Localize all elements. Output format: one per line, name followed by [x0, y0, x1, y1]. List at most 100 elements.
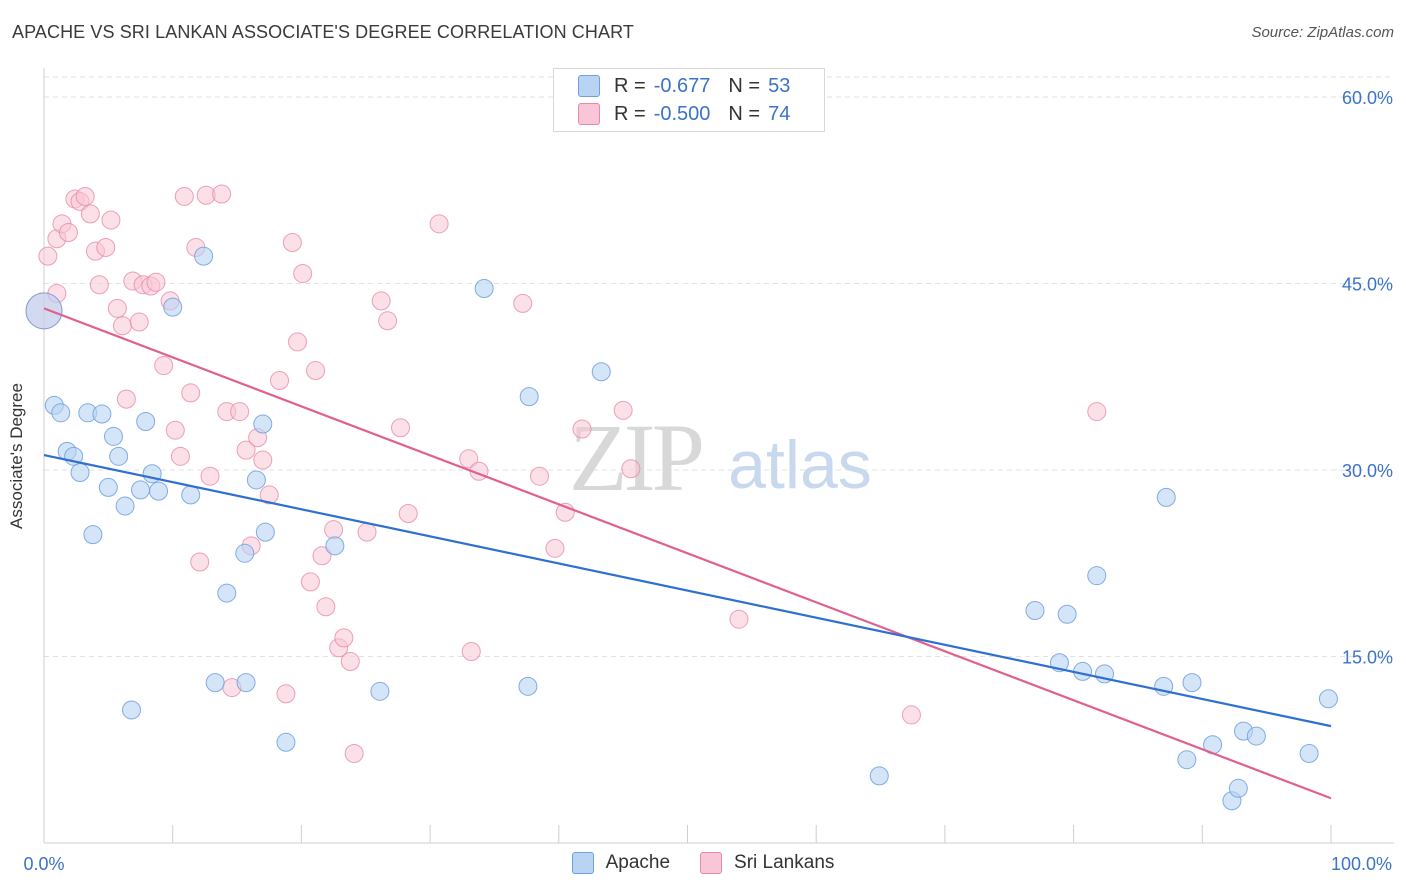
sri-lankans-point [334, 628, 354, 648]
sri-lankans-point [259, 485, 279, 505]
sri-lankans-point [572, 419, 592, 439]
sri-lankans-point [621, 459, 641, 479]
sri-lankans-swatch [578, 103, 600, 125]
apache-point [591, 362, 611, 382]
y-tick-label: 60.0% [1342, 88, 1393, 108]
legend-sri-lankans-label: Sri Lankans [734, 852, 835, 873]
apache-point [246, 470, 266, 490]
apache-points [25, 246, 1338, 811]
sri-lankans-point [344, 743, 364, 763]
sri-lankans-point [89, 275, 109, 295]
sri-lankans-point [282, 232, 302, 252]
apache-point [325, 536, 345, 556]
apache-point [92, 404, 112, 424]
sri-lankans-point [236, 440, 256, 460]
sri-lankans-point [113, 316, 133, 336]
source-label: Source: ZipAtlas.com [1251, 24, 1394, 41]
apache-point [136, 412, 156, 432]
apache-point [370, 681, 390, 701]
sri-lankans-point [513, 293, 533, 313]
grid-lines [44, 76, 1394, 657]
apache-point [1299, 743, 1319, 763]
sri-lankans-point [75, 186, 95, 206]
apache-point [519, 387, 539, 407]
tick-labels: 15.0% 30.0% 45.0% 60.0% 0.0% 100.0% [23, 88, 1393, 874]
sri-lankans-point [1087, 402, 1107, 422]
legend-item-sri-lankans[interactable]: Sri Lankans [700, 852, 834, 874]
apache-swatch [571, 852, 594, 874]
sri-lankans-point [146, 272, 166, 292]
sri-lankans-point [300, 572, 320, 592]
apache-point [236, 673, 256, 693]
apache-point [163, 297, 183, 317]
sri-lankans-point [390, 418, 410, 438]
sri-lankans-point [38, 246, 58, 266]
sri-lankans-point [459, 449, 479, 469]
apache-swatch [578, 75, 600, 97]
chart-title: APACHE VS SRI LANKAN ASSOCIATE'S DEGREE … [12, 22, 634, 42]
sri-lankans-point [129, 312, 149, 332]
sri-lankans-point [545, 538, 565, 558]
watermark-atlas: atlas [728, 427, 872, 503]
sri-lankans-point [101, 210, 121, 230]
sri-lankans-point [253, 450, 273, 470]
correlation-legend: R = -0.677 N = 53 R = -0.500 N = 74 [553, 68, 825, 132]
apache-point [109, 446, 129, 466]
legend-row-apache: R = -0.677 N = 53 [578, 73, 790, 99]
watermark: ZIP atlas [569, 404, 872, 511]
legend-r-label: R = [614, 74, 646, 97]
sri-lankans-point [357, 522, 377, 542]
sri-lankans-point [96, 237, 116, 257]
y-tick-label: 15.0% [1342, 648, 1393, 668]
legend-n-label: N = [728, 102, 761, 125]
legend-item-apache[interactable]: Apache [571, 852, 670, 874]
legend-sri-r: -0.500 [653, 102, 711, 125]
apache-point [255, 522, 275, 542]
sri-lankans-point [174, 186, 194, 206]
sri-lankans-points [25, 184, 1107, 763]
sri-lankans-point [165, 420, 185, 440]
apache-point [1318, 689, 1338, 709]
sri-lankans-trend-line [43, 307, 1332, 800]
apache-point [235, 543, 255, 563]
legend-row-sri-lankans: R = -0.500 N = 74 [578, 101, 790, 127]
sri-lankans-point [58, 223, 78, 243]
apache-point [131, 480, 151, 500]
sri-lankans-point [312, 546, 332, 566]
legend-sri-n: 74 [768, 102, 791, 125]
apache-point [1156, 487, 1176, 507]
y-tick-label: 45.0% [1342, 275, 1393, 295]
sri-lankans-point [190, 552, 210, 572]
apache-trend-line [43, 454, 1332, 728]
trend-lines [43, 307, 1332, 800]
apache-point [51, 403, 71, 423]
sri-lankans-point [529, 466, 549, 486]
sri-lankans-point [306, 361, 326, 381]
sri-lankans-point [729, 609, 749, 629]
sri-lankans-point [371, 291, 391, 311]
apache-point [518, 676, 538, 696]
apache-point [25, 292, 63, 330]
apache-point [122, 700, 142, 720]
apache-point [1246, 726, 1266, 746]
apache-point [253, 414, 273, 434]
series-legend: Apache Sri Lankans [0, 852, 1406, 874]
y-tick-label: 30.0% [1342, 461, 1393, 481]
x-tick-label: 0.0% [23, 854, 64, 874]
apache-point [1182, 673, 1202, 693]
x-tick-label: 100.0% [1331, 854, 1392, 874]
apache-point [194, 246, 214, 266]
sri-lankans-point [324, 520, 344, 540]
apache-point [149, 481, 169, 501]
sri-lankans-point [378, 311, 398, 331]
legend-apache-r: -0.677 [653, 74, 711, 97]
sri-lankans-swatch [700, 852, 723, 874]
apache-point [115, 496, 135, 516]
apache-point [1087, 566, 1107, 586]
legend-r-label: R = [614, 102, 646, 125]
apache-point [217, 583, 237, 603]
sri-lankans-point [613, 400, 633, 420]
apache-point [205, 673, 225, 693]
sri-lankans-point [429, 214, 449, 234]
